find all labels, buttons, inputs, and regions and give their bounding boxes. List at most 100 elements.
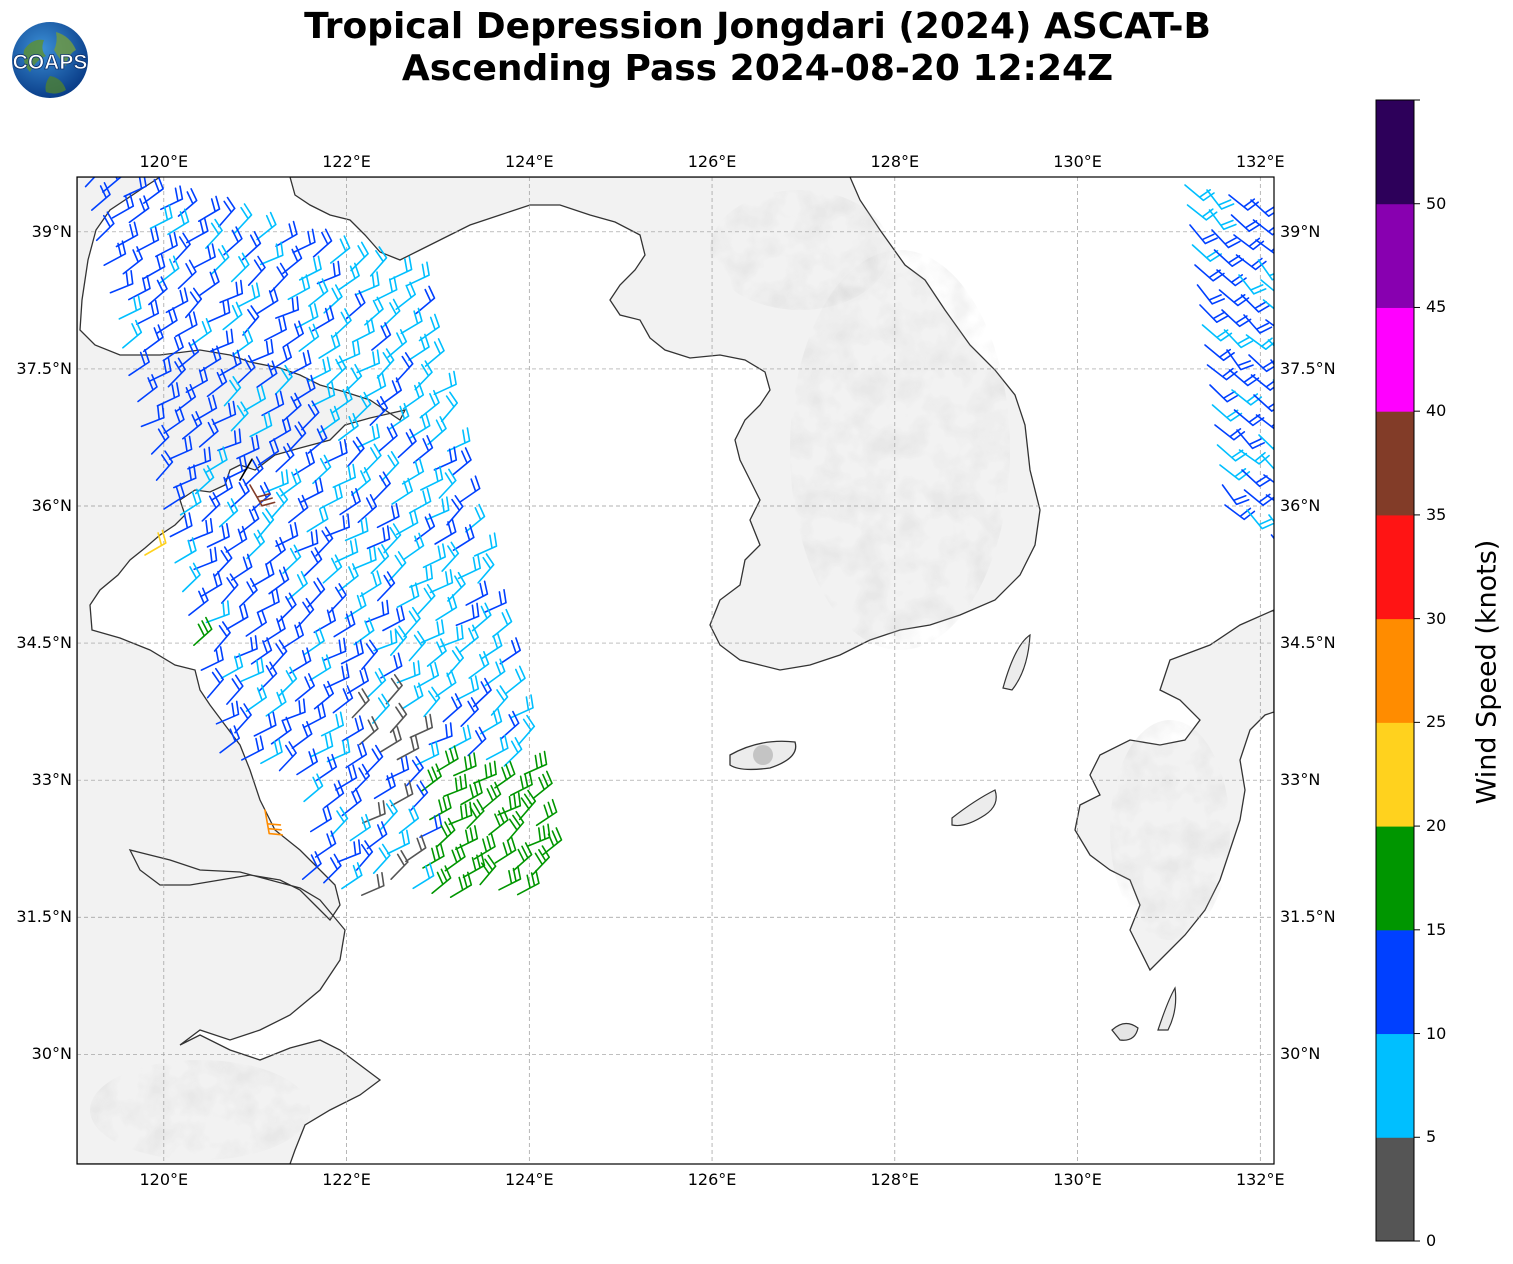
wind-barb bbox=[206, 368, 228, 398]
wind-barb bbox=[372, 693, 390, 724]
wind-barb bbox=[288, 494, 309, 524]
lat-tick-left: 36°N bbox=[31, 496, 72, 515]
wind-barb bbox=[270, 488, 289, 519]
wind-barb bbox=[483, 589, 507, 614]
wind-barb bbox=[373, 628, 398, 652]
wind-barb bbox=[408, 630, 426, 662]
wind-barb bbox=[1189, 224, 1218, 245]
wind-barb bbox=[205, 600, 230, 624]
wind-barb bbox=[275, 296, 300, 319]
wind-barb bbox=[1199, 304, 1229, 323]
wind-barb bbox=[156, 382, 180, 407]
wind-barb bbox=[457, 554, 481, 580]
wind-barb bbox=[212, 400, 237, 425]
wind-barb bbox=[517, 714, 536, 746]
wind-barb bbox=[494, 836, 517, 864]
wind-barb bbox=[288, 349, 312, 376]
wind-barb bbox=[341, 787, 362, 817]
wind-barb bbox=[195, 465, 215, 495]
wind-barb bbox=[1219, 464, 1251, 481]
wind-barb bbox=[359, 570, 382, 597]
wind-barb bbox=[1272, 379, 1274, 382]
wind-barb bbox=[494, 761, 516, 789]
wind-barb bbox=[173, 464, 197, 489]
wind-barb bbox=[198, 195, 221, 222]
wind-barb bbox=[351, 763, 370, 794]
wind-barb bbox=[324, 439, 348, 464]
wind-barb bbox=[294, 673, 315, 702]
wind-barb bbox=[291, 721, 313, 749]
wind-barb bbox=[144, 529, 167, 556]
wind-barb bbox=[323, 284, 343, 314]
wind-barb bbox=[341, 715, 364, 742]
wind-barb bbox=[503, 737, 523, 767]
wind-barb bbox=[182, 562, 201, 593]
wind-barb bbox=[264, 809, 283, 836]
wind-barb bbox=[367, 668, 387, 698]
wind-barb bbox=[1241, 469, 1272, 488]
wind-barb bbox=[1270, 534, 1274, 540]
wind-barb bbox=[390, 780, 414, 807]
lat-tick-right: 37.5°N bbox=[1280, 358, 1336, 378]
wind-barb bbox=[386, 829, 410, 855]
wind-barb bbox=[239, 505, 260, 535]
lon-tick-top: 120°E bbox=[139, 152, 189, 171]
wind-barb bbox=[518, 789, 537, 821]
wind-barb bbox=[458, 624, 479, 654]
wind-barb bbox=[140, 403, 165, 428]
lat-tick-right: 30°N bbox=[1280, 1044, 1321, 1064]
wind-barb bbox=[103, 240, 127, 266]
wind-barb bbox=[481, 781, 502, 811]
wind-barb bbox=[418, 313, 440, 342]
colorbar-segment bbox=[1376, 722, 1414, 827]
wind-barb bbox=[1255, 414, 1274, 430]
colorbar-segment bbox=[1376, 826, 1414, 931]
wind-barb bbox=[275, 442, 295, 473]
wind-barb bbox=[259, 241, 284, 266]
wind-barb bbox=[206, 298, 231, 323]
wind-barb bbox=[1196, 284, 1225, 305]
wind-barb bbox=[337, 839, 361, 863]
wind-barb bbox=[507, 810, 525, 842]
wind-barb bbox=[361, 639, 379, 671]
wind-barb bbox=[288, 421, 307, 452]
wind-barb bbox=[361, 872, 385, 896]
wind-barb bbox=[422, 543, 446, 569]
wind-barb bbox=[198, 268, 220, 297]
wind-barb bbox=[1226, 349, 1254, 371]
wind-barb bbox=[226, 674, 244, 705]
wind-barb bbox=[188, 587, 209, 616]
wind-barb bbox=[376, 348, 395, 379]
wind-barb bbox=[111, 192, 135, 219]
wind-barb bbox=[397, 428, 417, 459]
wind-barb bbox=[326, 738, 351, 763]
wind-barb bbox=[205, 218, 223, 249]
wind-barb bbox=[256, 287, 279, 315]
wind-barb bbox=[301, 400, 320, 431]
wind-barb bbox=[237, 282, 261, 308]
wind-barb bbox=[206, 523, 230, 548]
wind-barb bbox=[1214, 424, 1246, 441]
wind-barb bbox=[350, 241, 369, 272]
terrain-shading bbox=[90, 190, 1230, 1160]
wind-barb bbox=[168, 435, 193, 460]
wind-barb bbox=[122, 246, 143, 275]
wind-barb bbox=[416, 661, 440, 688]
wind-barb bbox=[1206, 364, 1238, 381]
colorbar-tick-label: 0 bbox=[1426, 1231, 1437, 1250]
wind-barb bbox=[217, 428, 242, 452]
wind-barb bbox=[234, 703, 252, 734]
wind-barb bbox=[244, 456, 264, 486]
wind-barb bbox=[499, 637, 521, 665]
lon-tick-top: 126°E bbox=[687, 152, 737, 171]
wind-barb bbox=[401, 458, 425, 485]
lat-tick-left: 34.5°N bbox=[16, 633, 72, 653]
wind-barb bbox=[213, 621, 231, 652]
wind-barb bbox=[142, 324, 164, 353]
wind-barb bbox=[236, 434, 260, 460]
wind-barb bbox=[330, 806, 349, 837]
lon-tick-top: 132°E bbox=[1235, 152, 1285, 171]
wind-barb bbox=[169, 512, 193, 538]
wind-barb bbox=[303, 773, 324, 803]
wind-barb bbox=[351, 688, 370, 719]
